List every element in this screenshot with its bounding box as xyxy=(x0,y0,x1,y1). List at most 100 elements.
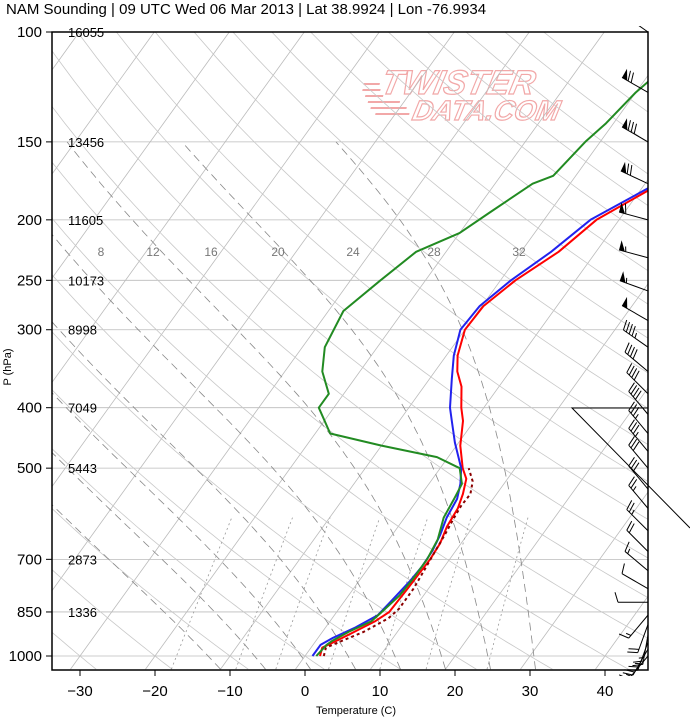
mixing-ratio-line xyxy=(486,517,529,670)
dry-adiabat xyxy=(52,448,325,670)
barb-pennant xyxy=(622,118,628,130)
barb-flag xyxy=(621,563,625,574)
mixing-ratio-grid xyxy=(171,517,529,670)
sounding-line xyxy=(319,189,648,657)
barb-flag xyxy=(628,523,635,533)
barb-staff xyxy=(626,372,649,395)
height-label: 13456 xyxy=(68,135,104,150)
barb-flag xyxy=(632,349,638,360)
height-label: 8998 xyxy=(68,323,97,338)
barb-flag xyxy=(628,419,635,429)
isotherm-line xyxy=(52,32,380,488)
temperature-tick-label: −10 xyxy=(217,683,242,700)
isotherm-line xyxy=(595,595,648,670)
mixing-ratio-label: 8 xyxy=(98,245,105,259)
wind-barb xyxy=(621,296,649,321)
dry-adiabat xyxy=(116,32,648,482)
height-label: 5443 xyxy=(68,461,97,476)
wind-barb xyxy=(618,202,649,221)
barb-staff xyxy=(628,428,649,452)
pressure-tick-label: 200 xyxy=(17,212,42,229)
dry-adiabat xyxy=(52,161,648,639)
barb-staff xyxy=(626,529,649,552)
dry-adiabat xyxy=(52,569,173,670)
mixing-ratio-label: 24 xyxy=(346,245,360,259)
barb-flag xyxy=(625,321,631,333)
barb-staff xyxy=(618,211,649,221)
pressure-tick-label: 250 xyxy=(17,272,42,289)
dry-adiabat xyxy=(52,274,553,670)
dry-adiabat xyxy=(310,32,648,305)
barb-flag xyxy=(618,633,629,639)
barb-flag xyxy=(627,120,631,131)
wind-barb xyxy=(626,363,649,395)
sounding-line xyxy=(311,187,648,657)
barb-flag xyxy=(630,479,638,489)
barb-flag xyxy=(630,121,635,133)
dry-adiabat xyxy=(154,32,648,446)
barb-flag xyxy=(631,368,638,378)
y-axis-label: P (hPa) xyxy=(2,348,14,385)
barb-flag xyxy=(627,344,633,355)
wind-barb xyxy=(632,634,649,667)
wind-barb xyxy=(624,342,649,372)
grid-labels: 8 12 16 20 24 28 32 xyxy=(98,245,526,259)
barb-staff xyxy=(618,249,649,259)
barb-flag xyxy=(630,438,638,449)
barb-flag xyxy=(628,457,635,467)
dry-adiabat xyxy=(465,32,648,175)
temperature-tick-label: 30 xyxy=(522,683,539,700)
barb-flag xyxy=(624,342,630,353)
isotherm-grid xyxy=(52,32,648,670)
temperature-tick-label: 0 xyxy=(301,683,309,700)
isotherm-line xyxy=(370,283,648,670)
plot-frame xyxy=(51,31,649,671)
barb-flag xyxy=(628,323,633,335)
temperature-axis: −30 −20 −10 0 10 20 30 40 xyxy=(67,670,613,700)
barb-flag xyxy=(630,385,638,395)
pressure-axis: 100 150 200 250 300 400 500 700 850 1000 xyxy=(9,24,52,665)
pressure-tick-label: 300 xyxy=(17,322,42,339)
barb-flag xyxy=(626,363,633,373)
mixing-ratio-label: 12 xyxy=(146,245,160,259)
dry-adiabat xyxy=(52,631,97,670)
dry-adiabat xyxy=(271,32,648,339)
mixing-ratio-line xyxy=(171,517,233,670)
isobar-grid xyxy=(52,32,648,657)
isotherm-line xyxy=(520,491,648,670)
wind-barb xyxy=(620,161,649,185)
dry-adiabat xyxy=(52,105,648,599)
wind-barb xyxy=(627,624,649,654)
barb-half xyxy=(631,509,635,515)
barb-pennant xyxy=(622,68,628,81)
barb-flag xyxy=(632,660,644,663)
barb-half xyxy=(634,332,638,339)
dry-adiabat xyxy=(52,50,648,559)
mixing-ratio-label: 20 xyxy=(271,245,285,259)
barb-staff xyxy=(628,465,649,490)
barb-half xyxy=(625,673,632,676)
isotherm-line xyxy=(295,178,648,670)
isotherm-line xyxy=(145,32,605,670)
wind-barb xyxy=(621,563,649,590)
barb-half xyxy=(627,548,631,554)
barb-flag xyxy=(632,441,640,451)
barb-half xyxy=(632,486,637,492)
pressure-tick-label: 100 xyxy=(17,24,42,41)
pressure-tick-label: 500 xyxy=(17,460,42,477)
x-axis-label: Temperature (C) xyxy=(316,705,396,717)
mixing-ratio-label: 28 xyxy=(427,245,441,259)
height-label: 2873 xyxy=(68,552,97,567)
wind-barb xyxy=(618,614,649,639)
wind-barb xyxy=(628,419,649,452)
moist-adiabat xyxy=(52,233,401,670)
barb-staff xyxy=(628,391,649,415)
pressure-tick-label: 850 xyxy=(17,604,42,621)
temperature-tick-label: −20 xyxy=(142,683,167,700)
wind-barb xyxy=(618,655,649,676)
wind-barb xyxy=(628,476,649,509)
barb-half xyxy=(635,431,639,437)
barb-half xyxy=(635,413,639,419)
barb-pennant xyxy=(623,7,629,19)
